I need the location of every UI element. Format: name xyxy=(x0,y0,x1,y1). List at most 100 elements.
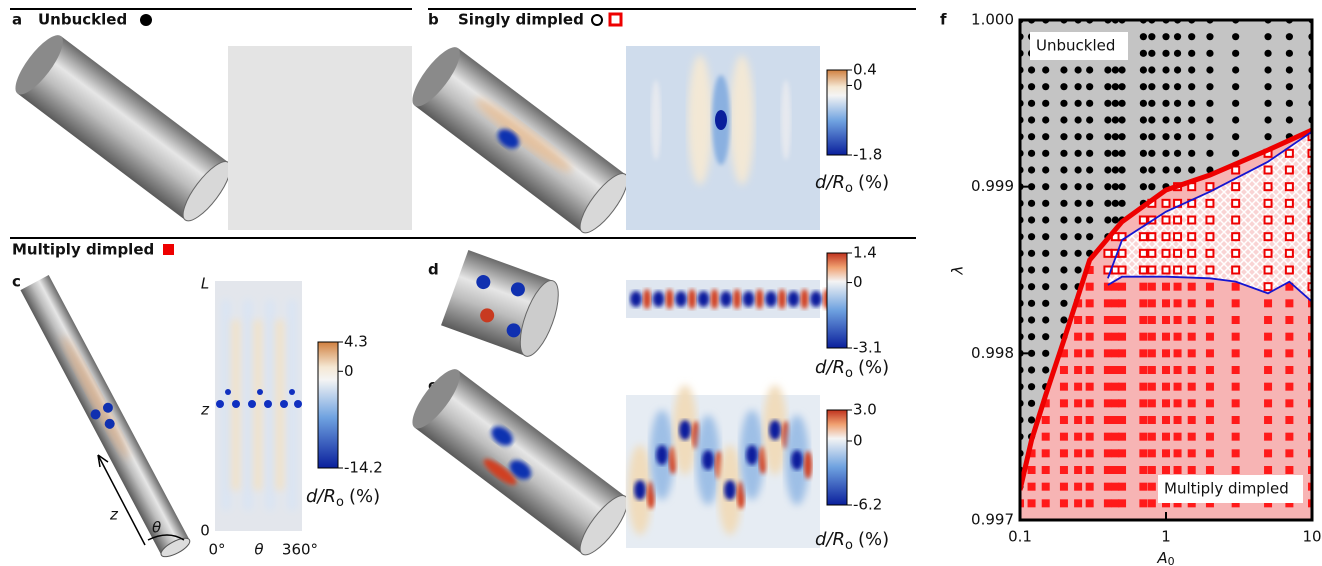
multiply-point xyxy=(1103,382,1112,391)
unbuckled-point xyxy=(1042,299,1050,307)
colorbar-label: d/Ro (%) xyxy=(815,529,889,553)
unbuckled-point xyxy=(1148,99,1156,107)
multiply-point xyxy=(1205,316,1214,324)
singly-point xyxy=(1263,265,1273,275)
bulge xyxy=(710,289,719,309)
unbuckled-point xyxy=(1111,216,1119,224)
unbuckled-point xyxy=(1027,366,1036,374)
colorbar-tick-label: 0 xyxy=(853,273,863,291)
decoration xyxy=(475,98,572,172)
bulge xyxy=(804,451,812,479)
bulge xyxy=(737,481,745,509)
cylinder xyxy=(20,275,191,558)
colorbar-tick-label: 4.3 xyxy=(344,333,368,351)
multiply-point xyxy=(1147,466,1156,474)
decoration xyxy=(232,400,240,408)
multiply-point xyxy=(1111,366,1120,374)
unbuckled-point xyxy=(1173,166,1182,174)
unbuckled-point xyxy=(1162,49,1170,57)
colorbar-symbol: d/R xyxy=(306,486,336,507)
bulge xyxy=(733,289,741,309)
multiply-point xyxy=(1041,499,1050,508)
unbuckled-point xyxy=(1285,33,1293,41)
multiply-point xyxy=(1173,416,1182,424)
multiply-point xyxy=(1111,332,1120,341)
unbuckled-point xyxy=(1139,183,1147,191)
multiply-point xyxy=(1173,349,1182,358)
multiply-point xyxy=(1111,382,1120,391)
multiply-point xyxy=(1103,466,1112,474)
multiply-point xyxy=(1308,399,1312,408)
colorbar-tick-label: -1.8 xyxy=(853,146,882,164)
multiply-point xyxy=(1285,432,1294,441)
dimple xyxy=(634,480,646,500)
multiply-point xyxy=(1147,282,1156,291)
unbuckled-point xyxy=(1111,133,1119,141)
singly-point xyxy=(1161,215,1171,225)
decoration xyxy=(412,369,460,429)
unbuckled-point xyxy=(1188,49,1196,57)
multiply-point xyxy=(1205,332,1214,341)
panel-label: a xyxy=(12,11,22,29)
unbuckled-point xyxy=(1060,249,1068,257)
bulge xyxy=(647,481,655,509)
multiply-point xyxy=(1308,332,1312,341)
multiply-point xyxy=(1264,382,1273,391)
unbuckled-point xyxy=(1148,133,1156,141)
panel-title: Unbuckled xyxy=(38,11,127,29)
unbuckled-point xyxy=(1285,83,1293,91)
multiply-point xyxy=(1308,366,1312,374)
x-tick-label: 10 xyxy=(1302,528,1321,546)
dimple xyxy=(652,291,665,307)
colorbar-tick-label: 0 xyxy=(853,431,863,449)
multiply-point xyxy=(1205,349,1214,358)
multiply-point xyxy=(1103,299,1112,308)
decoration xyxy=(579,173,629,234)
multiply-point xyxy=(1074,449,1083,458)
multiply-point xyxy=(1074,499,1083,508)
singly-point xyxy=(1147,265,1157,275)
multiply-point xyxy=(1231,466,1240,474)
unbuckled-point xyxy=(1118,166,1126,174)
boundary-line xyxy=(1020,127,1312,491)
axis-label: 0° xyxy=(208,541,225,559)
contour-strip xyxy=(626,280,831,318)
decoration xyxy=(62,335,129,460)
multiply-point xyxy=(1285,449,1294,458)
unbuckled-point xyxy=(1188,133,1196,141)
unbuckled-point xyxy=(1118,149,1126,157)
singly-point xyxy=(1284,165,1294,175)
unbuckled-point xyxy=(1139,116,1147,124)
unbuckled-point xyxy=(1027,349,1036,357)
multiply-point xyxy=(1139,332,1148,341)
decoration xyxy=(280,400,288,408)
multiply-point xyxy=(1118,382,1127,391)
singly-point xyxy=(1205,265,1215,275)
multiply-point xyxy=(1308,416,1312,424)
unbuckled-point xyxy=(1086,83,1094,91)
multiply-point xyxy=(1173,282,1182,291)
multiply-point xyxy=(1264,332,1273,341)
multiply-point xyxy=(1103,349,1112,358)
unbuckled-point xyxy=(1060,316,1068,324)
decoration xyxy=(412,47,460,107)
dimple xyxy=(702,450,714,470)
multiply-point xyxy=(1173,366,1182,374)
unbuckled-point xyxy=(1148,83,1156,91)
unbuckled-point xyxy=(1042,83,1050,91)
multiply-point xyxy=(1147,499,1156,508)
singly-point xyxy=(1103,248,1113,258)
multiply-point xyxy=(1308,432,1312,441)
multiply-point xyxy=(1187,432,1196,441)
singly-point xyxy=(1263,232,1273,242)
multiply-point xyxy=(1173,499,1182,508)
unbuckled-point xyxy=(1206,149,1214,157)
panel-title: Multiply dimpled xyxy=(12,241,154,259)
axis-label: θ xyxy=(254,541,263,559)
unbuckled-point xyxy=(1118,99,1126,107)
decoration xyxy=(294,400,302,408)
contour-map xyxy=(626,385,820,548)
decoration xyxy=(497,129,520,149)
multiply-point xyxy=(1041,466,1050,474)
